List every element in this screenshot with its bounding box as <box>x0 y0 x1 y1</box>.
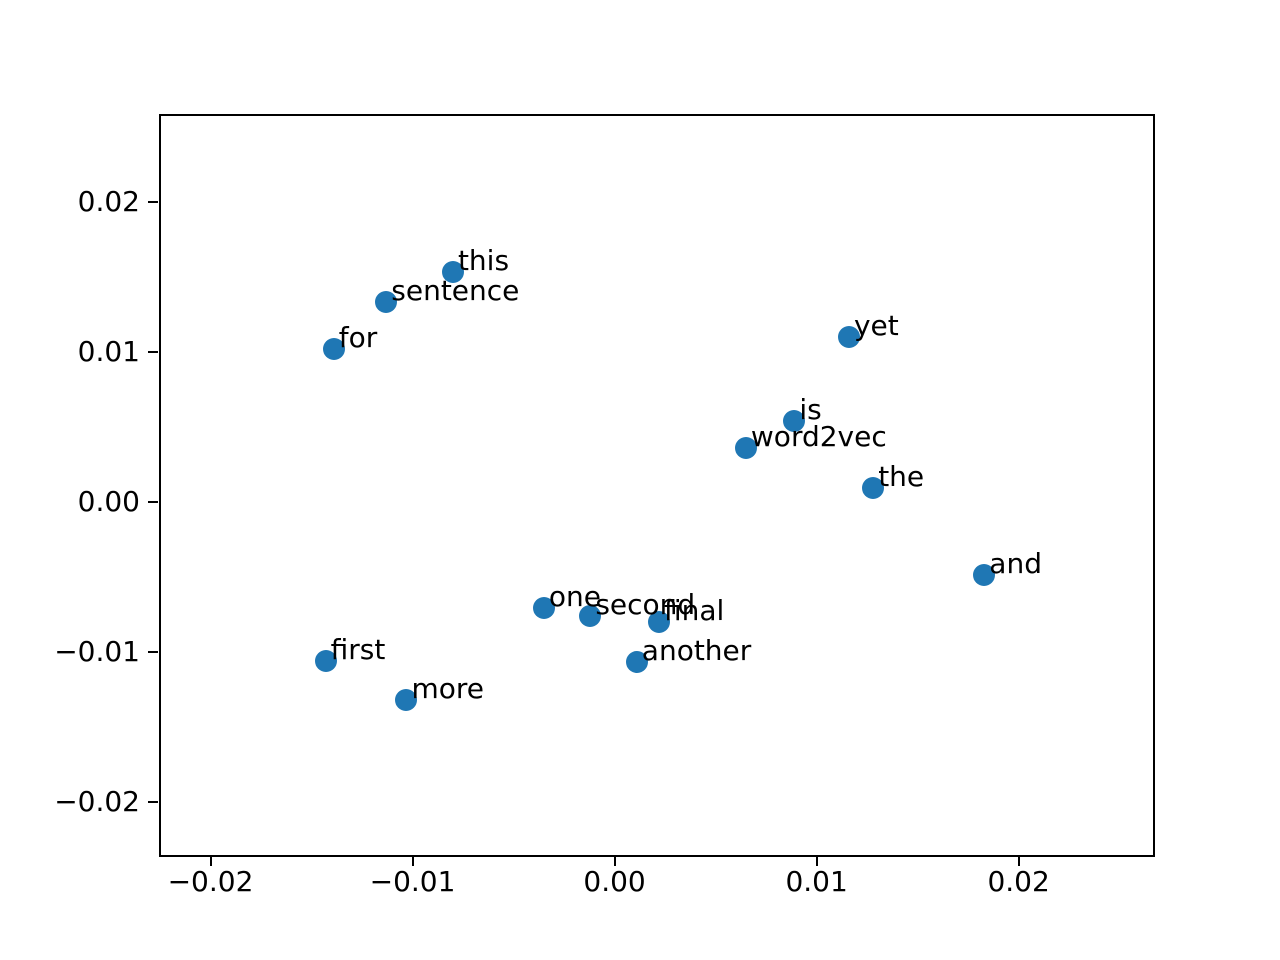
plot-area <box>159 114 1155 857</box>
y-tick-label: 0.02 <box>77 184 140 218</box>
x-tick-mark <box>815 856 818 866</box>
x-tick-label: 0.00 <box>583 865 646 898</box>
y-tick-mark <box>148 200 158 203</box>
data-point-yet <box>837 325 860 348</box>
point-label-for: for <box>338 320 378 354</box>
data-point-final <box>648 610 671 633</box>
data-point-for <box>322 337 345 360</box>
data-point-first <box>314 649 337 672</box>
data-point-another <box>625 651 648 674</box>
point-label-sentence: sentence <box>391 274 520 308</box>
data-point-sentence <box>375 291 398 314</box>
x-tick-mark <box>1017 856 1020 866</box>
point-label-and: and <box>989 547 1042 581</box>
y-tick-label: 0.00 <box>77 484 140 518</box>
x-tick-label: −0.02 <box>167 865 254 898</box>
data-point-and <box>973 564 996 587</box>
x-tick-mark <box>411 856 414 866</box>
data-point-second <box>579 604 602 627</box>
y-tick-label: −0.02 <box>54 784 140 818</box>
point-label-the: the <box>878 460 925 494</box>
y-tick-mark <box>148 500 158 503</box>
data-point-one <box>532 597 555 620</box>
x-tick-label: −0.01 <box>369 865 456 898</box>
y-tick-mark <box>148 350 158 353</box>
x-tick-label: 0.01 <box>785 865 848 898</box>
point-label-yet: yet <box>853 308 899 342</box>
point-label-another: another <box>641 634 752 668</box>
data-point-word2vec <box>734 436 757 459</box>
x-tick-mark <box>613 856 616 866</box>
data-point-this <box>441 261 464 284</box>
data-point-more <box>395 688 418 711</box>
point-label-first: first <box>330 632 386 666</box>
y-tick-mark <box>148 650 158 653</box>
y-tick-label: 0.01 <box>77 334 140 368</box>
point-label-more: more <box>411 671 485 705</box>
point-label-word2vec: word2vec <box>750 419 887 453</box>
x-tick-label: 0.02 <box>987 865 1050 898</box>
x-tick-mark <box>209 856 212 866</box>
y-tick-mark <box>148 800 158 803</box>
point-label-is: is <box>799 392 822 426</box>
y-tick-label: −0.01 <box>54 634 140 668</box>
point-label-final: final <box>664 593 725 627</box>
point-label-this: this <box>457 244 510 278</box>
data-point-is <box>783 409 806 432</box>
point-label-second: second <box>595 587 696 621</box>
point-label-one: one <box>548 580 601 614</box>
data-point-the <box>862 477 885 500</box>
